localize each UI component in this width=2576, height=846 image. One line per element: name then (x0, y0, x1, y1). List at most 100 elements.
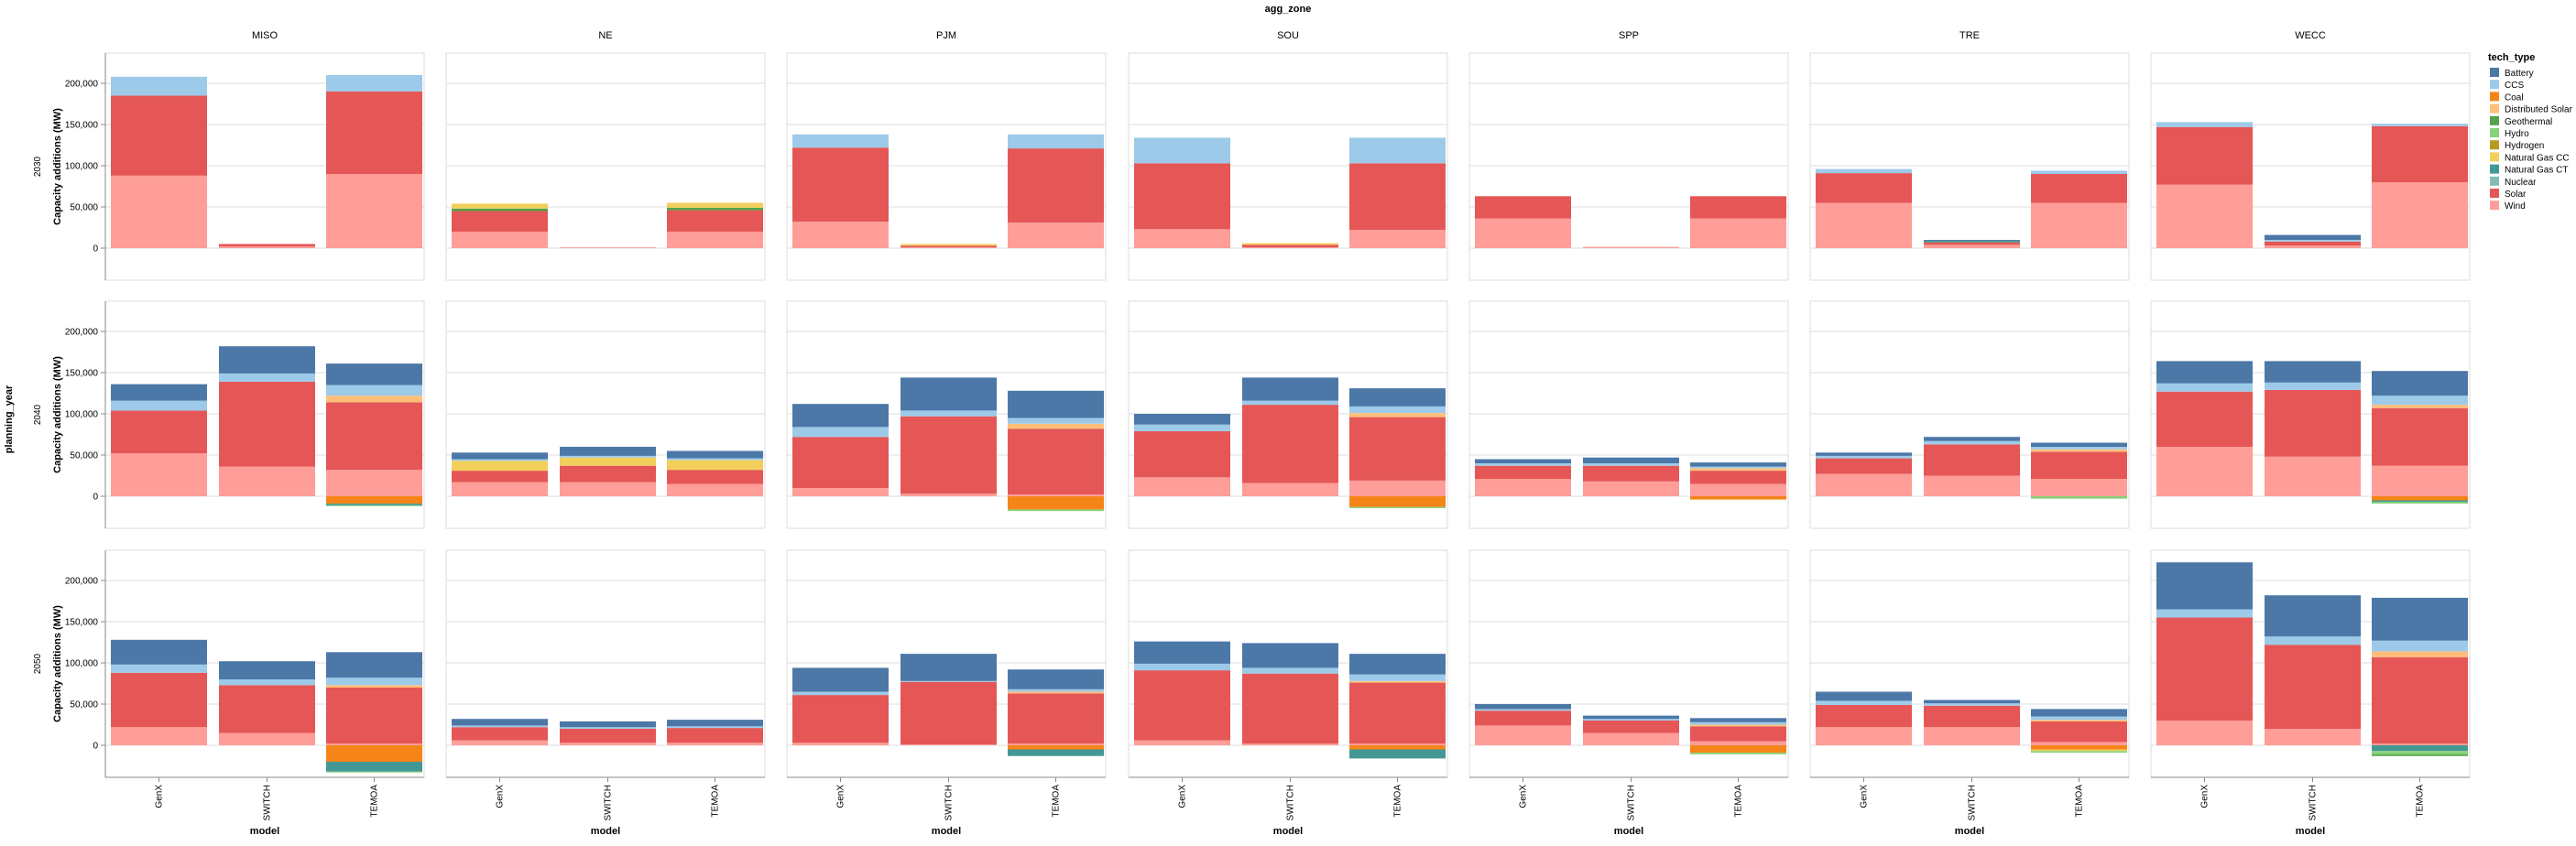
bar-segment (1242, 483, 1338, 496)
bar-segment (219, 732, 315, 745)
bar-segment (111, 453, 207, 496)
facet-panel (445, 52, 766, 281)
bar-segment (452, 740, 548, 745)
bar-segment (1349, 743, 1446, 745)
bar-segment (1134, 229, 1230, 248)
bar-segment (1134, 414, 1230, 425)
y-tick-label: 100,000 (65, 162, 99, 172)
panel-frame (1809, 52, 2130, 281)
bar-segment (1008, 423, 1104, 429)
facet-panel: 0 50,000 100,000 150,000 200,000 (65, 300, 425, 529)
y-tick-label: 100,000 (65, 410, 99, 420)
bar-segment (1816, 173, 1912, 203)
bar-segment (1008, 148, 1104, 223)
bar-segment (1475, 463, 1571, 466)
facet-panel (2150, 52, 2471, 281)
bar-segment (792, 222, 889, 248)
bar-segment (452, 459, 548, 461)
bar-segment (1242, 377, 1338, 401)
facet-panel (445, 300, 766, 529)
bar-segment (1690, 745, 1786, 754)
x-tick-label: SWITCH (1968, 785, 1978, 820)
bar-segment (1816, 168, 1912, 174)
bar-segment (1475, 710, 1571, 726)
bar-segment (1134, 424, 1230, 431)
facet-panel: 0 50,000 100,000 150,000 200,000 (65, 52, 425, 281)
bar-segment (1349, 680, 1446, 683)
legend-item-label: Coal (2505, 92, 2524, 103)
bar-segment (1349, 749, 1446, 759)
bar-segment (1583, 457, 1679, 463)
x-tick-label: GenX (1860, 785, 1870, 808)
bar-segment (901, 410, 997, 417)
bar-segment (1008, 418, 1104, 424)
bar-segment (1008, 134, 1104, 149)
bar-segment (326, 745, 422, 762)
bar-segment (2265, 456, 2361, 496)
legend-swatch (2490, 115, 2499, 125)
x-axis-title: model (1273, 826, 1303, 837)
bar-segment (667, 458, 763, 461)
bar-segment (1349, 682, 1446, 744)
bar-segment (560, 465, 656, 483)
bar-segment (2031, 721, 2127, 743)
bar-segment (2031, 742, 2127, 745)
bar-segment (1924, 727, 2020, 745)
bar-segment (2031, 174, 2127, 203)
bar-segment (1475, 218, 1571, 248)
bar-segment (1349, 480, 1446, 496)
bar-segment (1924, 244, 2020, 248)
bar-segment (1134, 477, 1230, 496)
bar-segment (1924, 703, 2020, 706)
bar-segment (667, 210, 763, 232)
bar-segment (2265, 241, 2361, 246)
bar-segment (901, 680, 997, 682)
bar-segment (2265, 645, 2361, 729)
bar-segment (792, 488, 889, 496)
bar-segment (667, 207, 763, 211)
bar-segment (2372, 396, 2468, 406)
bar-segment (1242, 400, 1338, 406)
panel-frame (445, 300, 766, 529)
legend-item-label: Natural Gas CC (2505, 153, 2570, 163)
legend-item-label: Wind (2505, 201, 2526, 212)
panel-frame (2150, 52, 2471, 281)
bar-segment (1690, 496, 1786, 500)
facet-panel (1468, 300, 1789, 529)
bar-segment (667, 720, 763, 727)
bar-segment (901, 654, 997, 681)
bar-segment (1475, 725, 1571, 745)
column-facet-title: agg_zone (1265, 4, 1312, 15)
bar-segment (2156, 391, 2253, 447)
bar-segment (2372, 502, 2468, 504)
bar-segment (452, 208, 548, 212)
x-tick-label: GenX (1178, 785, 1188, 808)
bar-segment (1924, 705, 2020, 728)
bar-segment (1134, 430, 1230, 478)
bar-segment (2265, 234, 2361, 240)
y-axis-title: Capacity additions (MW) (52, 356, 63, 473)
bar-segment (1924, 240, 2020, 243)
bar-segment (1690, 726, 1786, 742)
bar-segment (667, 470, 763, 484)
bar-segment (219, 466, 315, 496)
facet-column-label: TRE (1959, 30, 1980, 41)
bar-segment (1924, 440, 2020, 445)
bar-segment (667, 460, 763, 471)
bar-segment (560, 729, 656, 743)
legend-swatch (2490, 80, 2499, 90)
legend-item-label: CCS (2505, 81, 2524, 91)
panel-frame (2150, 300, 2471, 529)
bar-segment (560, 247, 656, 248)
legend-item-label: Nuclear (2505, 178, 2537, 188)
bar-segment (1134, 137, 1230, 164)
panel-frame (1128, 300, 1448, 529)
facet-panel (1809, 52, 2130, 281)
legend-item-label: Hydro (2505, 129, 2529, 139)
bar-segment (2031, 202, 2127, 248)
x-axis-title: model (932, 826, 961, 837)
bar-segment (1583, 481, 1679, 496)
bar-segment (2031, 716, 2127, 721)
bar-segment (1349, 745, 1446, 750)
